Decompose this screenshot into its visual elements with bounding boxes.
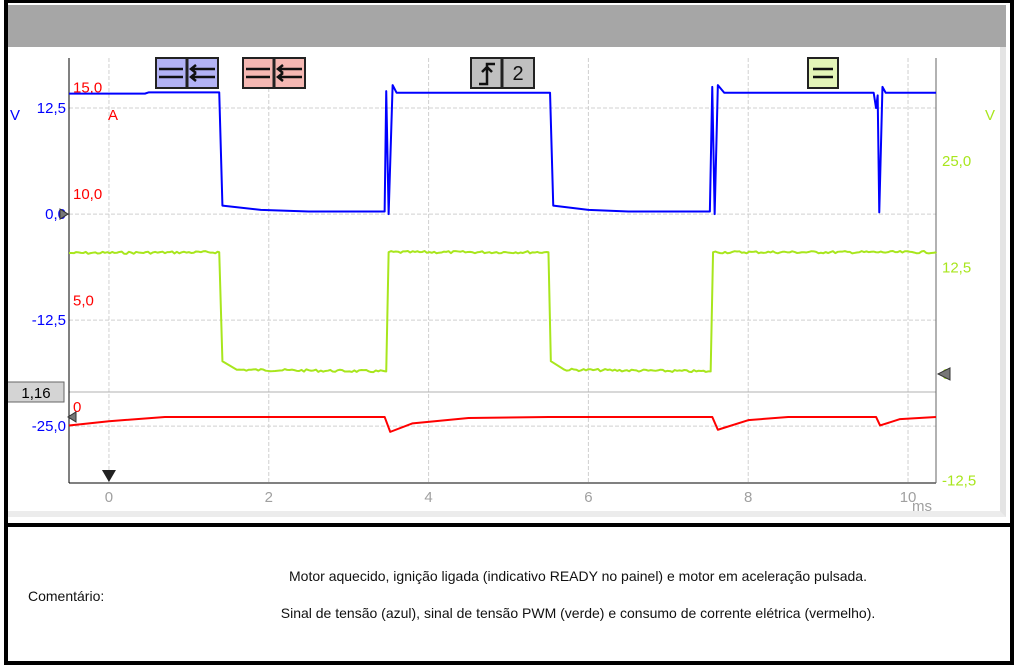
channel-c-ruler-handle-equals-icon [813, 67, 833, 79]
green-axis-tick-label: -12,5 [942, 472, 976, 489]
trigger-channel-label: 2 [512, 63, 523, 85]
channel-b-ruler-handle-arrow-left-icon [275, 64, 302, 82]
x-tick-label: 10 [900, 489, 917, 506]
cursor-readout: 1,16 [21, 385, 50, 402]
red-axis-tick-label: 5,0 [73, 292, 94, 309]
blue-axis-tick-label: 12,5 [37, 100, 66, 117]
red-axis-tick-label: 10,0 [73, 186, 102, 203]
green-axis-tick-label: 12,5 [942, 260, 971, 277]
channel-a-ruler-handle-equals-icon [159, 67, 183, 79]
channel-a-ruler-handle-arrow-left-icon [188, 64, 215, 82]
x-tick-label: 0 [105, 489, 113, 506]
cursor-readout-box [8, 381, 65, 403]
blue-zero-marker-icon[interactable] [59, 208, 69, 220]
x-tick-label: 8 [744, 489, 752, 506]
red-axis-tick-label: 15,0 [73, 79, 102, 96]
comment-label: Comentário: [28, 588, 105, 604]
chart-panel: 0 2 4 6 8 10 12,5 0,0 -12,5 -25,0 1,16 15,0 10,0 5,0 0… [8, 47, 1006, 517]
toolbar [8, 5, 1006, 47]
x-tick-label: 4 [424, 489, 432, 506]
red-axis-tick-label: 0 [73, 399, 81, 416]
green-series-line [68, 249, 937, 374]
channel-c-ruler-handle[interactable] [807, 57, 839, 89]
comment-line-2: Sinal de tensão (azul), sinal de tensão … [280, 605, 876, 621]
x-tick-label: 2 [265, 489, 273, 506]
x-axis-unit: ms [912, 498, 932, 511]
green-axis-tick-label: 25,0 [942, 153, 971, 170]
trigger-time-marker-icon[interactable] [101, 470, 116, 482]
blue-axis-tick-label: -12,5 [32, 312, 66, 329]
blue-axis-tick-label: -25,0 [32, 418, 66, 435]
comment-line-1: Motor aquecido, ignição ligada (indicati… [289, 568, 867, 584]
rising-edge-icon [479, 62, 495, 86]
green-zero-marker-icon[interactable] [936, 367, 951, 381]
x-tick-label: 6 [584, 489, 592, 506]
oscilloscope-chart: 0 2 4 6 8 1012,50,0-12,5-25,01,1615,010,05,00… [8, 57, 995, 511]
comment-box: Comentário: Motor aquecido, ignição liga… [4, 523, 1014, 665]
red-series-line [68, 415, 937, 433]
red-zero-marker-icon[interactable] [67, 411, 77, 423]
blue-axis-unit: V [10, 107, 20, 124]
blue-series-line [69, 84, 936, 216]
green-axis-unit: V [985, 107, 995, 124]
red-axis-unit: A [108, 107, 118, 124]
channel-b-ruler-handle-equals-icon [246, 67, 270, 79]
